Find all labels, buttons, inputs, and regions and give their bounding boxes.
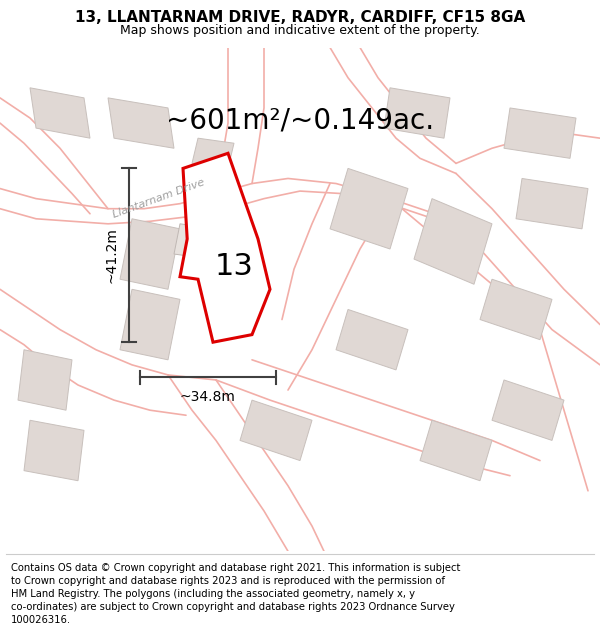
Text: ~34.8m: ~34.8m: [180, 390, 236, 404]
Polygon shape: [120, 289, 180, 360]
Text: ~601m²/~0.149ac.: ~601m²/~0.149ac.: [166, 106, 434, 134]
Polygon shape: [18, 350, 72, 410]
Text: Llantarnam Drive: Llantarnam Drive: [112, 177, 206, 220]
Polygon shape: [504, 108, 576, 158]
Polygon shape: [420, 420, 492, 481]
Polygon shape: [180, 153, 270, 342]
Polygon shape: [384, 88, 450, 138]
Polygon shape: [336, 309, 408, 370]
Polygon shape: [240, 400, 312, 461]
Polygon shape: [480, 279, 552, 339]
Text: ~41.2m: ~41.2m: [104, 228, 118, 283]
Text: Map shows position and indicative extent of the property.: Map shows position and indicative extent…: [120, 24, 480, 37]
Text: 100026316.: 100026316.: [11, 614, 71, 624]
Polygon shape: [24, 420, 84, 481]
Text: 13, LLANTARNAM DRIVE, RADYR, CARDIFF, CF15 8GA: 13, LLANTARNAM DRIVE, RADYR, CARDIFF, CF…: [75, 9, 525, 24]
Text: Contains OS data © Crown copyright and database right 2021. This information is : Contains OS data © Crown copyright and d…: [11, 563, 460, 573]
Polygon shape: [492, 380, 564, 441]
Text: 13: 13: [215, 252, 253, 281]
Polygon shape: [108, 98, 174, 148]
Polygon shape: [414, 199, 492, 284]
Polygon shape: [120, 219, 180, 289]
Polygon shape: [330, 168, 408, 249]
Text: to Crown copyright and database rights 2023 and is reproduced with the permissio: to Crown copyright and database rights 2…: [11, 576, 445, 586]
Text: HM Land Registry. The polygons (including the associated geometry, namely x, y: HM Land Registry. The polygons (includin…: [11, 589, 415, 599]
Polygon shape: [516, 179, 588, 229]
Text: co-ordinates) are subject to Crown copyright and database rights 2023 Ordnance S: co-ordinates) are subject to Crown copyr…: [11, 602, 455, 612]
Polygon shape: [174, 224, 216, 259]
Polygon shape: [30, 88, 90, 138]
Polygon shape: [192, 138, 234, 168]
